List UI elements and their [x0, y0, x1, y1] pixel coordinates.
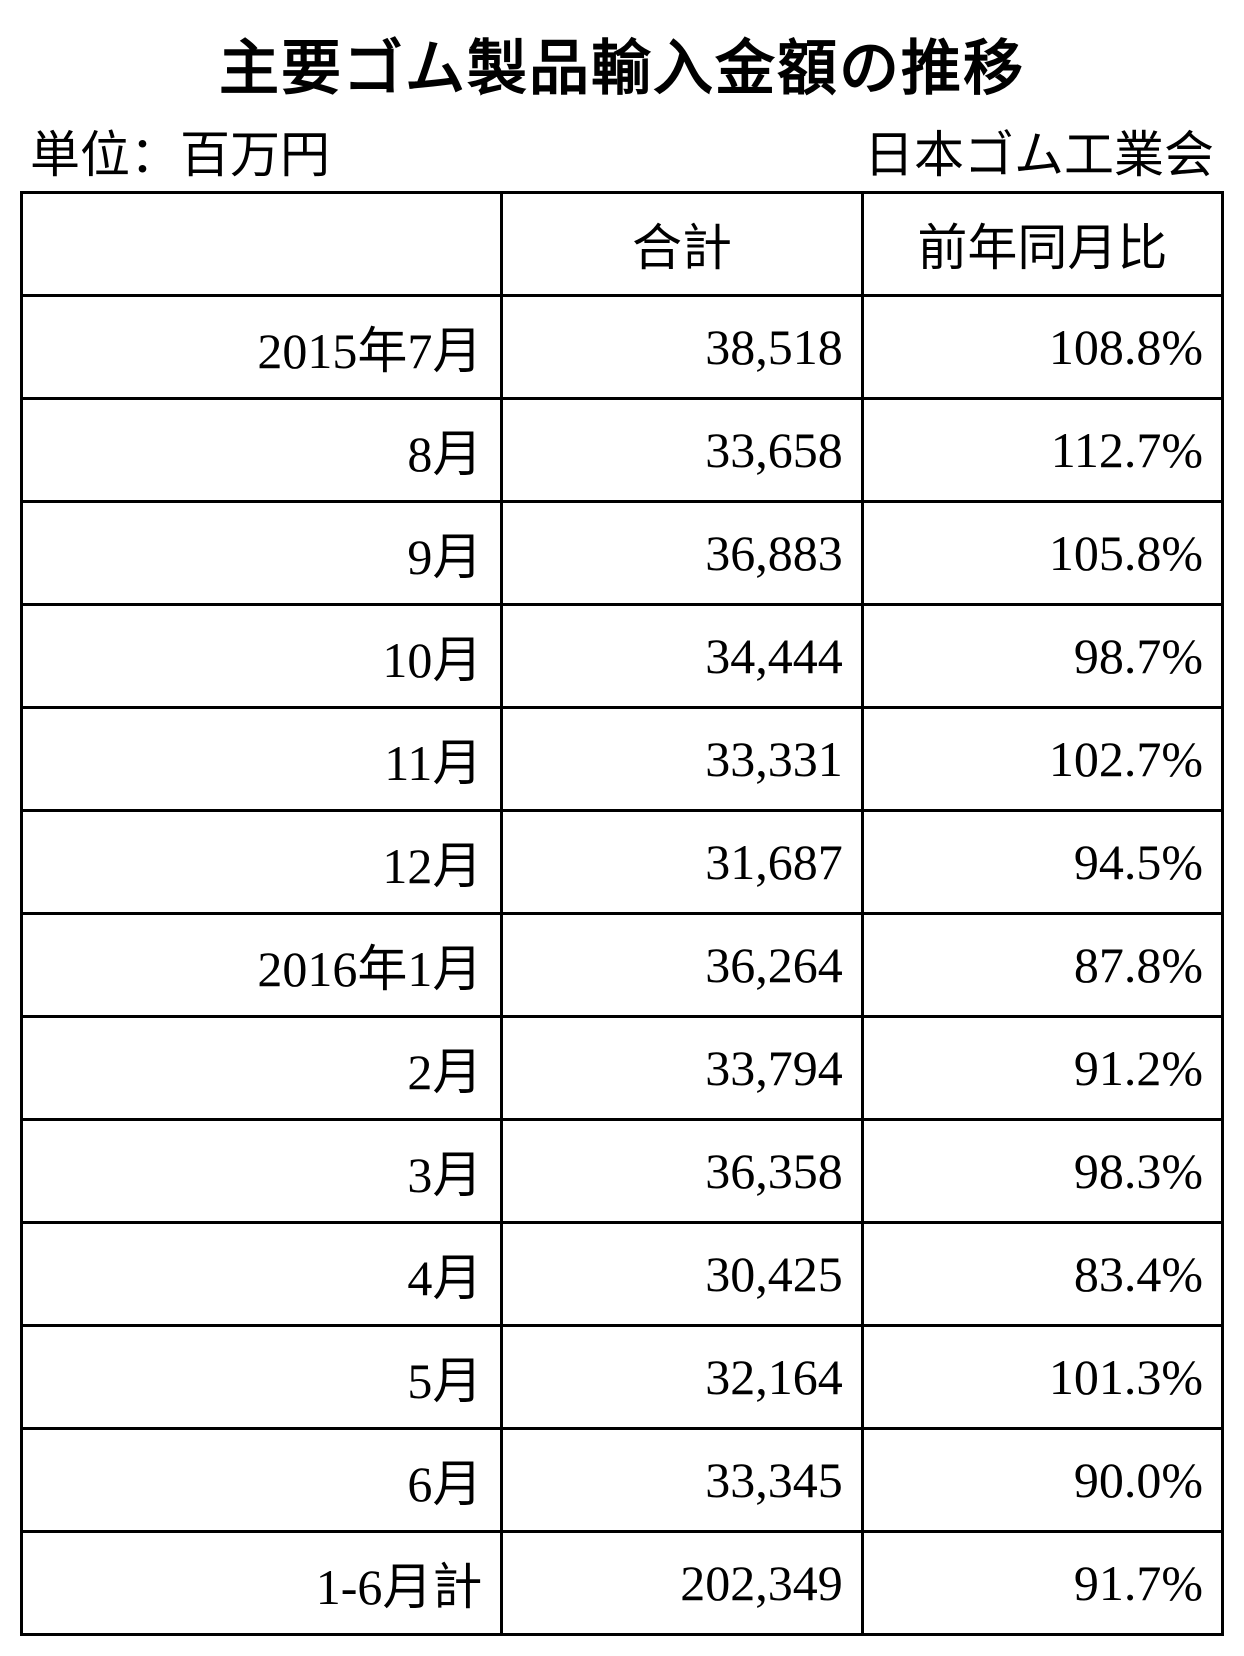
cell-period: 8月	[22, 399, 502, 502]
table-body: 2015年7月38,518108.8%8月33,658112.7%9月36,88…	[22, 296, 1223, 1635]
table-row: 4月30,42583.4%	[22, 1223, 1223, 1326]
table-row: 2015年7月38,518108.8%	[22, 296, 1223, 399]
cell-total: 33,345	[502, 1429, 862, 1532]
cell-period: 9月	[22, 502, 502, 605]
cell-total: 34,444	[502, 605, 862, 708]
cell-period: 12月	[22, 811, 502, 914]
cell-period: 2月	[22, 1017, 502, 1120]
cell-total: 33,658	[502, 399, 862, 502]
cell-yoy: 91.2%	[862, 1017, 1222, 1120]
cell-total: 36,358	[502, 1120, 862, 1223]
cell-period: 3月	[22, 1120, 502, 1223]
table-row: 3月36,35898.3%	[22, 1120, 1223, 1223]
cell-yoy: 101.3%	[862, 1326, 1222, 1429]
cell-total: 33,794	[502, 1017, 862, 1120]
table-row: 11月33,331102.7%	[22, 708, 1223, 811]
cell-period: 5月	[22, 1326, 502, 1429]
table-row: 8月33,658112.7%	[22, 399, 1223, 502]
cell-period: 11月	[22, 708, 502, 811]
cell-yoy: 94.5%	[862, 811, 1222, 914]
source-label: 日本ゴム工業会	[864, 115, 1214, 187]
page-title: 主要ゴム製品輸入金額の推移	[20, 20, 1224, 107]
cell-yoy: 105.8%	[862, 502, 1222, 605]
table-row: 2016年1月36,26487.8%	[22, 914, 1223, 1017]
cell-period: 6月	[22, 1429, 502, 1532]
col-header-total: 合計	[502, 193, 862, 296]
cell-yoy: 83.4%	[862, 1223, 1222, 1326]
cell-period: 10月	[22, 605, 502, 708]
meta-row: 単位：百万円 日本ゴム工業会	[20, 115, 1224, 187]
cell-yoy: 90.0%	[862, 1429, 1222, 1532]
cell-total: 36,264	[502, 914, 862, 1017]
cell-period: 2015年7月	[22, 296, 502, 399]
cell-yoy: 91.7%	[862, 1532, 1222, 1635]
col-header-period	[22, 193, 502, 296]
cell-total: 36,883	[502, 502, 862, 605]
table-header-row: 合計 前年同月比	[22, 193, 1223, 296]
cell-yoy: 108.8%	[862, 296, 1222, 399]
cell-total: 202,349	[502, 1532, 862, 1635]
table-row: 10月34,44498.7%	[22, 605, 1223, 708]
col-header-yoy: 前年同月比	[862, 193, 1222, 296]
unit-label: 単位：百万円	[30, 115, 330, 187]
table-row: 6月33,34590.0%	[22, 1429, 1223, 1532]
table-row: 1-6月計202,34991.7%	[22, 1532, 1223, 1635]
cell-yoy: 87.8%	[862, 914, 1222, 1017]
cell-period: 4月	[22, 1223, 502, 1326]
table-row: 9月36,883105.8%	[22, 502, 1223, 605]
table-row: 5月32,164101.3%	[22, 1326, 1223, 1429]
cell-total: 33,331	[502, 708, 862, 811]
cell-yoy: 98.7%	[862, 605, 1222, 708]
cell-total: 32,164	[502, 1326, 862, 1429]
cell-total: 38,518	[502, 296, 862, 399]
cell-yoy: 112.7%	[862, 399, 1222, 502]
cell-period: 1-6月計	[22, 1532, 502, 1635]
cell-period: 2016年1月	[22, 914, 502, 1017]
cell-total: 31,687	[502, 811, 862, 914]
cell-yoy: 102.7%	[862, 708, 1222, 811]
cell-yoy: 98.3%	[862, 1120, 1222, 1223]
table-row: 2月33,79491.2%	[22, 1017, 1223, 1120]
cell-total: 30,425	[502, 1223, 862, 1326]
table-row: 12月31,68794.5%	[22, 811, 1223, 914]
import-value-table: 合計 前年同月比 2015年7月38,518108.8%8月33,658112.…	[20, 191, 1224, 1636]
